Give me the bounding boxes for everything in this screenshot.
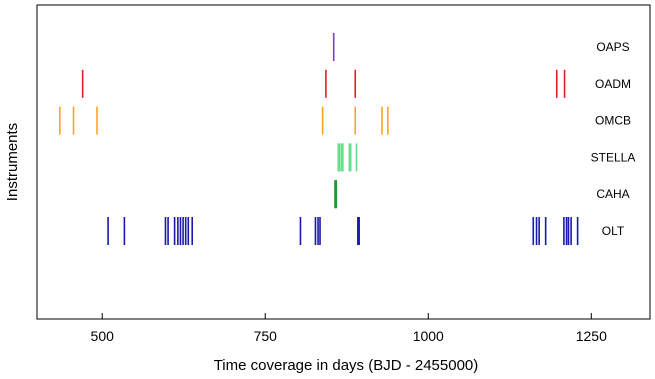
x-axis-ticks: 500 750 1000 1250 [91, 313, 607, 344]
instrument-labels: OAPS OADM OMCB STELLA CAHA OLT [591, 40, 636, 238]
plot-frame [36, 4, 651, 320]
chart-marks [59, 33, 579, 245]
x-axis-label: Time coverage in days (BJD - 2455000) [214, 357, 479, 374]
instrument-label-oaps: OAPS [596, 40, 629, 54]
instrument-label-stella: STELLA [591, 150, 636, 164]
instrument-label-omcb: OMCB [595, 114, 631, 128]
x-tick-label: 500 [91, 328, 115, 344]
x-tick-label: 750 [254, 328, 278, 344]
instrument-label-oadm: OADM [595, 77, 631, 91]
instrument-label-caha: CAHA [596, 187, 629, 201]
x-tick-label: 1000 [413, 328, 444, 344]
y-axis-label: Instruments [4, 123, 21, 201]
x-tick-label: 1250 [576, 328, 607, 344]
instrument-label-olt: OLT [602, 224, 625, 238]
